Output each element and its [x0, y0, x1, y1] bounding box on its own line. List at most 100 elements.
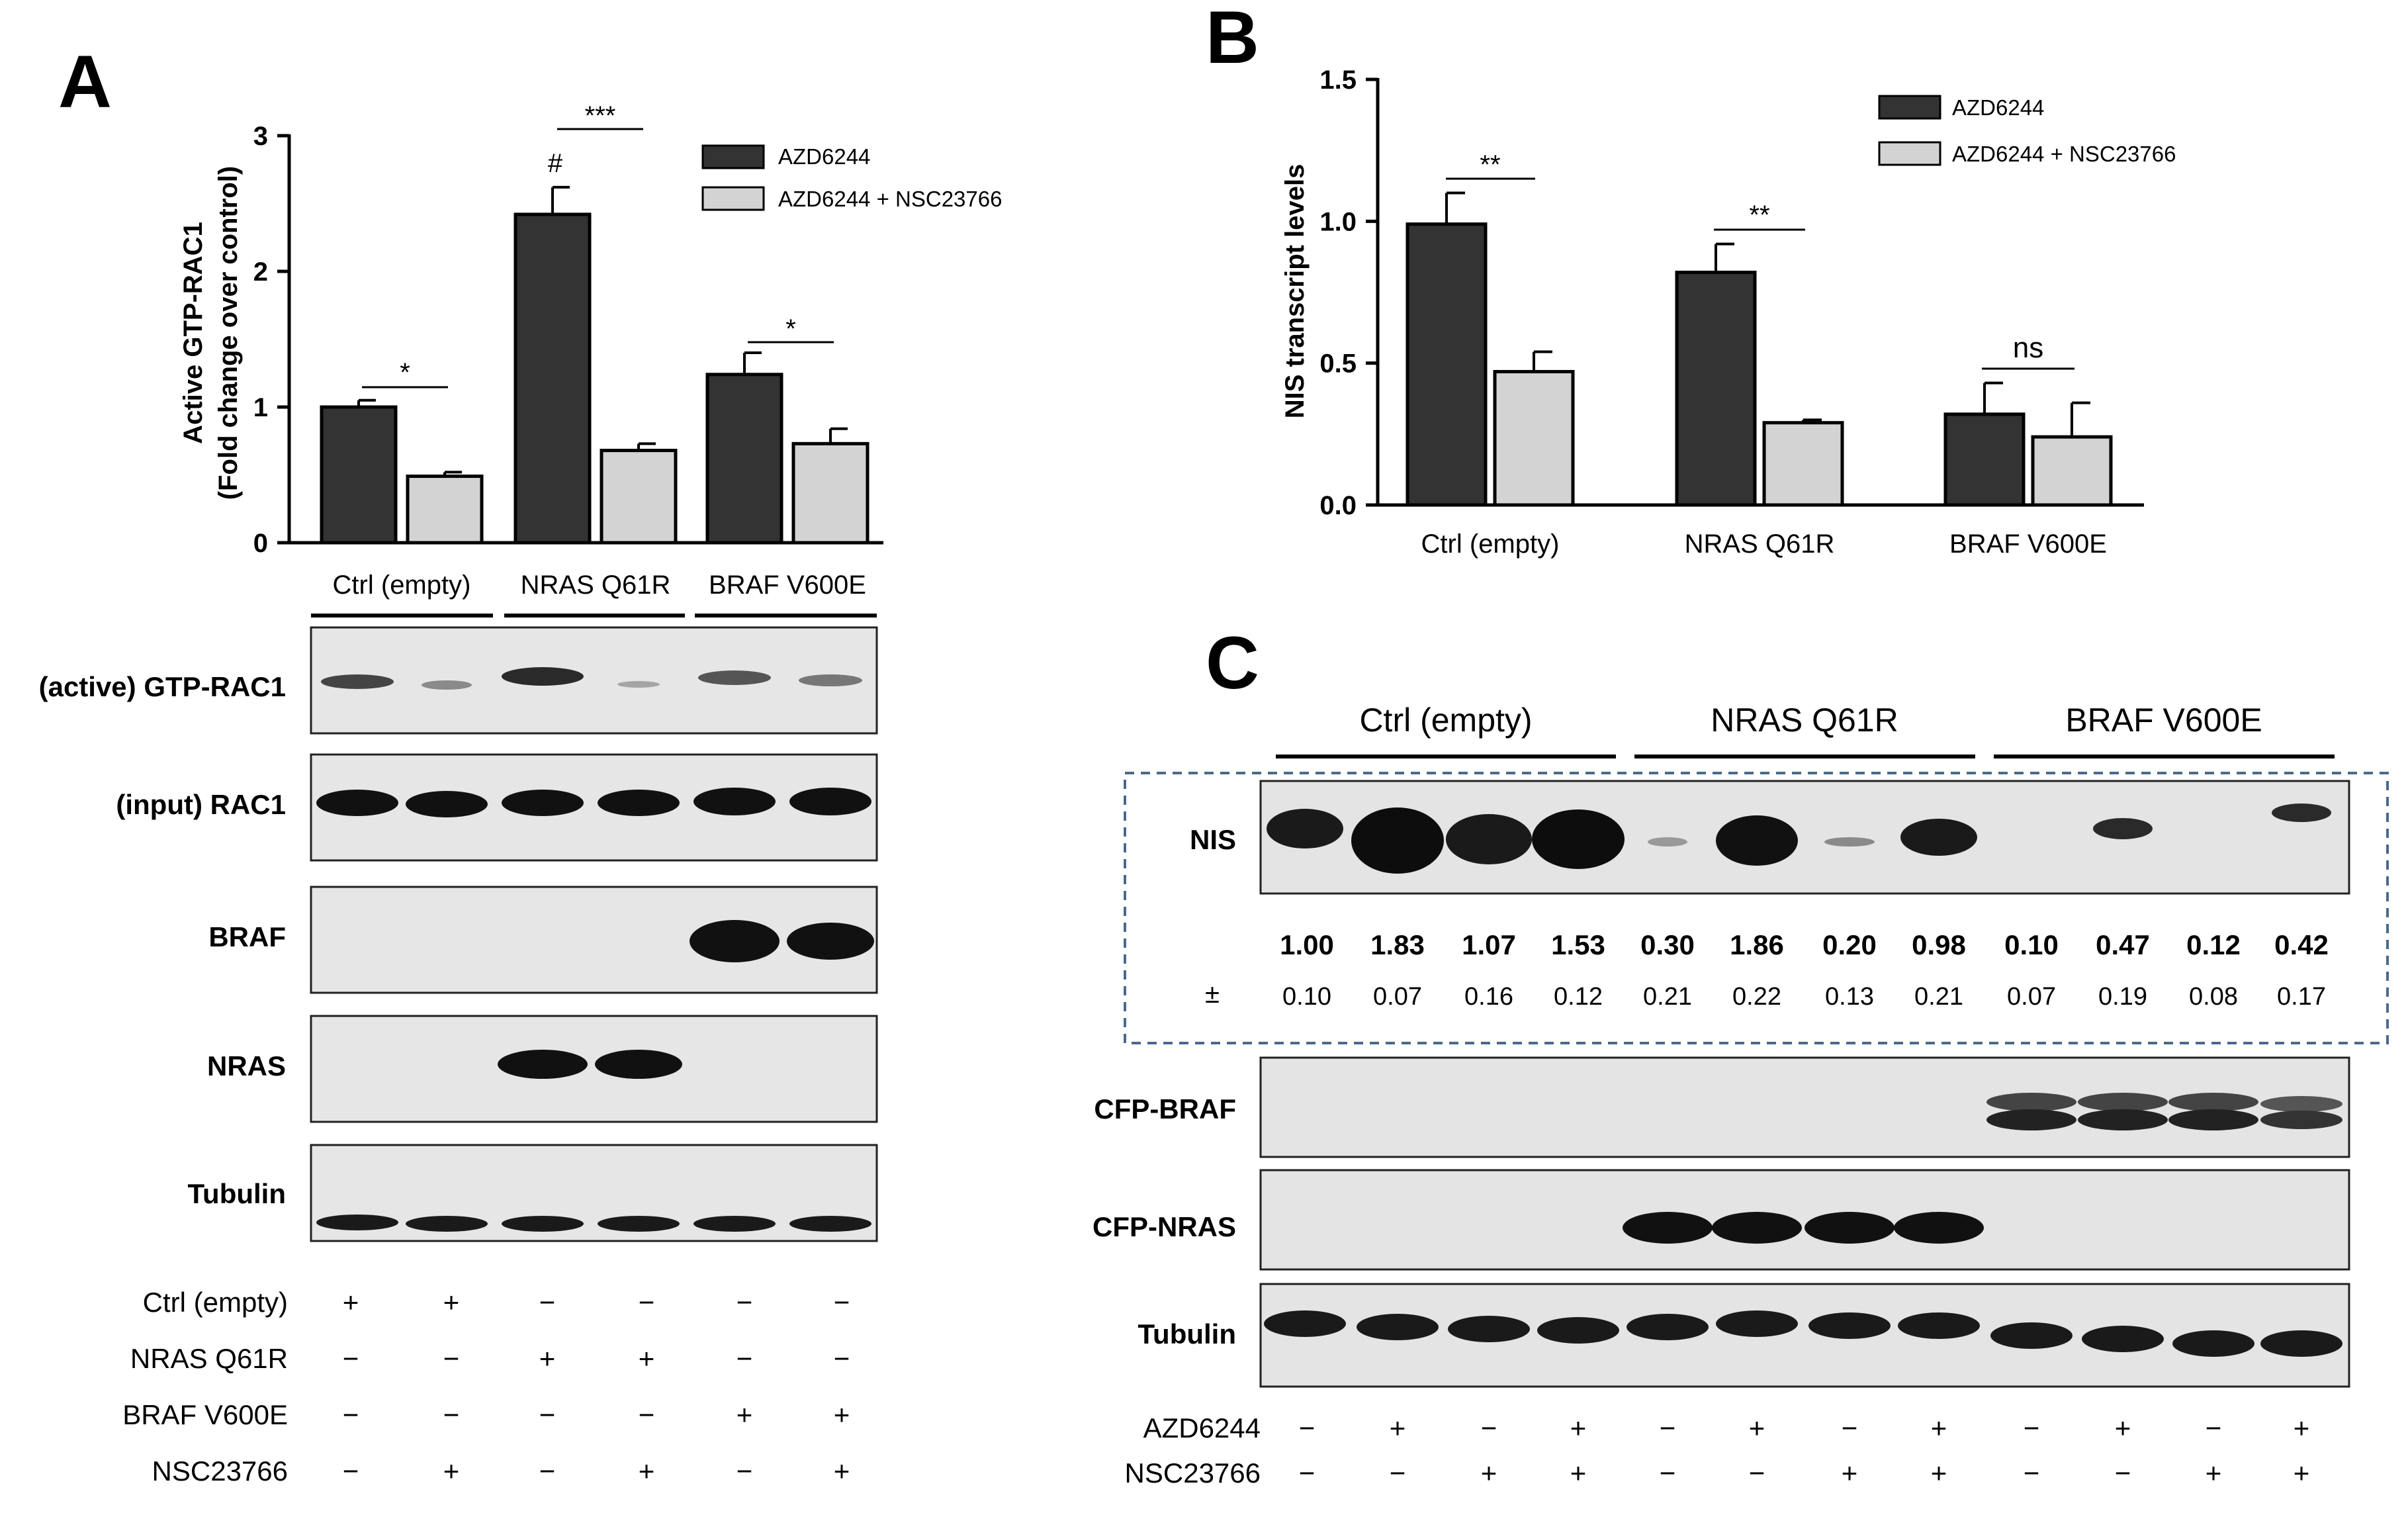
chart-a-bar-s2-c3 [791, 441, 870, 545]
grid-c-cell: + [1390, 1412, 1406, 1444]
grid-c-cell: + [1931, 1457, 1947, 1489]
grid-a-cell: + [834, 1399, 850, 1430]
grid-a-cell: − [834, 1343, 850, 1374]
group-header-c: Ctrl (empty) NRAS Q61R BRAF V600E [1276, 702, 2335, 758]
chart-b-bar-s2-c1 [1493, 370, 1575, 507]
nis-pm-symbol: ± [1205, 980, 1220, 1009]
grid-c-cell: + [2294, 1457, 2310, 1489]
grid-c-cell: − [2206, 1412, 2222, 1444]
grid-c-cell: − [1660, 1457, 1676, 1489]
grid-a-cell: − [736, 1455, 753, 1487]
chart-b-category-label: NRAS Q61R [1685, 529, 1835, 559]
grid-c-cell: − [1660, 1412, 1676, 1444]
blot-a-label-braf: BRAF [208, 921, 286, 952]
grid-c-cell: − [1299, 1412, 1315, 1444]
blots-c: NIS CFP-BRAF CFP-NRAS Tubulin [1093, 780, 2350, 1388]
chart-b-bar-s1-c2 [1675, 270, 1757, 507]
legend-a-swatch-dark [701, 144, 765, 169]
legend-a-swatch-light [701, 186, 765, 211]
grid-a-cell: − [639, 1287, 655, 1318]
nis-quant-error: 0.08 [2189, 983, 2238, 1011]
chart-b-ytick-label: 0.0 [1319, 491, 1357, 520]
sig-mark-b3: ns [2013, 332, 2043, 364]
chart-a-bar-s2-c1 [406, 475, 484, 545]
sig-mark-a3: * [785, 314, 796, 344]
chart-a-category-label: BRAF V600E [709, 571, 866, 600]
blot-c-label-nis: NIS [1190, 824, 1236, 855]
group-label-c-braf: BRAF V600E [2065, 702, 2262, 739]
chart-b-bar-s2-c2 [1762, 421, 1844, 507]
chart-b-bar-s1-c3 [1943, 412, 2026, 507]
nis-quant-value: 1.53 [1551, 929, 1605, 960]
nis-quant-error: 0.12 [1554, 983, 1603, 1011]
grid-a-cell: − [343, 1455, 359, 1487]
chart-a-ytick-label: 1 [253, 393, 268, 422]
blot-a-label-nras: NRAS [207, 1050, 286, 1081]
panel-a-letter: A [58, 40, 112, 123]
nis-quant-error: 0.07 [2007, 983, 2056, 1011]
grid-a-cell: + [639, 1455, 655, 1487]
legend-b-label-2: AZD6244 + NSC23766 [1952, 142, 2176, 166]
blot-c-cfp-braf [1259, 1056, 2350, 1158]
sig-mark-b2: ** [1749, 201, 1769, 230]
grid-c-cell: + [1481, 1457, 1497, 1489]
grid-c-cell: + [2115, 1412, 2131, 1444]
blot-a-label-tubulin: Tubulin [188, 1178, 287, 1209]
grid-c-cell: + [1570, 1412, 1587, 1444]
grid-c-row-label: AZD6244 [1143, 1412, 1261, 1444]
nis-quant-error: 0.22 [1732, 983, 1781, 1011]
grid-c-cell: − [2024, 1412, 2040, 1444]
chart-b-bar-s2-c3 [2031, 435, 2113, 507]
panel-b-letter: B [1206, 0, 1259, 79]
nis-quant-value: 1.86 [1730, 929, 1784, 960]
grid-a-cell: − [736, 1343, 753, 1374]
nis-quant-value: 0.30 [1640, 929, 1695, 960]
nis-quant-error: 0.17 [2277, 983, 2326, 1011]
chart-a-bar-s1-c1 [320, 405, 398, 545]
grid-a-cell: − [834, 1287, 850, 1318]
nis-quant-error: 0.21 [1643, 983, 1692, 1011]
blot-a-gtp-rac1 [310, 626, 878, 735]
chart-a: Active GTP-RAC1 (Fold change over contro… [179, 122, 883, 600]
chart-b-category-label: Ctrl (empty) [1421, 529, 1560, 559]
grid-a-cell: − [639, 1399, 655, 1430]
chart-a-bar-s1-c3 [705, 373, 783, 545]
grid-a-cell: + [834, 1455, 850, 1487]
grid-c-cell: + [1749, 1412, 1765, 1444]
grid-a-cell: − [736, 1287, 753, 1318]
chart-a-ytick-label: 3 [253, 122, 268, 151]
group-label-c-ctrl: Ctrl (empty) [1359, 702, 1532, 739]
hash-mark-a: # [548, 149, 563, 178]
grid-c-row-label: NSC23766 [1125, 1457, 1261, 1489]
sig-mark-b1: ** [1480, 150, 1500, 179]
chart-a-ylabel-line1: Active GTP-RAC1 [179, 222, 208, 444]
grid-c-cell: + [1842, 1457, 1858, 1489]
blot-a-input-rac1 [310, 753, 878, 862]
grid-a-cell: + [443, 1287, 460, 1318]
grid-a-cell: − [443, 1343, 460, 1374]
nis-quant-value: 0.47 [2096, 929, 2150, 960]
grid-c-cell: + [1931, 1412, 1947, 1444]
legend-a-label-2: AZD6244 + NSC23766 [778, 187, 1002, 211]
chart-b: NIS transcript levels 0.0 0.5 1.0 1.5 Ctrl (… [1280, 66, 2144, 559]
grid-c-cell: − [1481, 1412, 1497, 1444]
chart-a-bar-s1-c2 [513, 212, 592, 545]
grid-c-cell: − [1390, 1457, 1406, 1489]
grid-a-cell: + [443, 1455, 460, 1487]
blot-c-label-cfp-braf: CFP-BRAF [1094, 1093, 1236, 1124]
chart-b-ylabel: NIS transcript levels [1280, 164, 1310, 419]
chart-b-ytick-label: 0.5 [1319, 349, 1357, 379]
nis-quant-value: 1.00 [1280, 929, 1334, 960]
grid-a-cell: + [639, 1343, 655, 1374]
blot-a-label-input-rac1: (input) RAC1 [116, 789, 286, 820]
nis-quant-value: 1.07 [1462, 929, 1516, 960]
grid-a-row-label: NRAS Q61R [130, 1343, 288, 1374]
blot-a-nras [310, 1015, 878, 1123]
chart-a-ylabel-line2: (Fold change over control) [214, 166, 243, 500]
blot-c-cfp-nras [1259, 1169, 2350, 1271]
blot-a-braf [310, 886, 878, 994]
nis-quant-value: 1.83 [1370, 929, 1425, 960]
blot-a-label-gtp-rac1: (active) GTP-RAC1 [39, 671, 286, 702]
chart-a-ytick-label: 2 [253, 257, 268, 287]
